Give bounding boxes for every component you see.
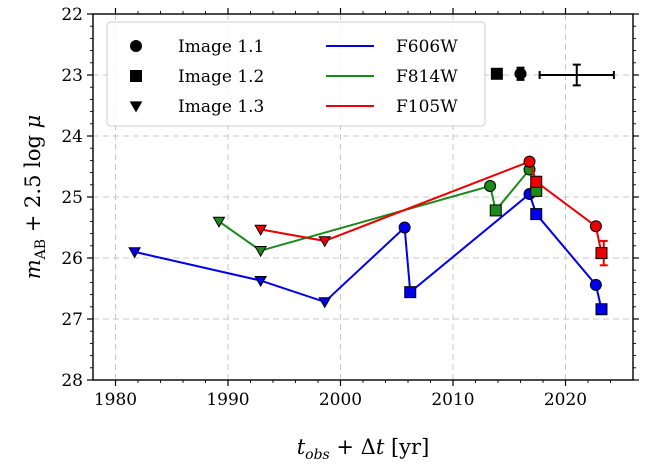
x-tick-label: 2010 <box>431 390 474 410</box>
data-point-F105W <box>254 224 267 236</box>
data-point-F606W <box>128 247 141 259</box>
data-point-F606W <box>530 208 543 221</box>
data-series <box>128 155 608 316</box>
legend-marker-circle <box>130 40 142 52</box>
x-tick-label: 1990 <box>206 390 249 410</box>
data-point-F606W <box>254 275 267 288</box>
y-tick-label: 22 <box>61 5 83 25</box>
y-tick-label: 28 <box>61 371 83 391</box>
data-point-F814W <box>212 216 226 228</box>
data-point-F606W <box>404 286 417 299</box>
legend-marker-square <box>130 70 142 82</box>
x-tick-label: 2000 <box>319 390 362 410</box>
legend: Image 1.1 Image 1.2 Image 1.3 F606W F814W F10… <box>106 21 486 127</box>
legend-label-series: F105W <box>396 97 458 117</box>
data-point-F814W <box>254 246 267 258</box>
y-tick-label: 25 <box>61 188 83 208</box>
legend-label-marker: Image 1.3 <box>178 97 264 117</box>
legend-label-marker: Image 1.1 <box>178 37 264 57</box>
data-point-F606W <box>318 297 332 309</box>
data-point-F606W <box>595 303 608 316</box>
legend-box <box>106 21 486 127</box>
data-point-F606W <box>589 278 602 291</box>
data-point-F814W <box>489 204 502 217</box>
data-point-F606W <box>398 221 411 234</box>
error-bar-marker <box>490 67 503 80</box>
data-point-F105W <box>530 175 543 188</box>
data-point-F105W <box>595 247 608 260</box>
y-tick-label: 23 <box>61 66 83 86</box>
axis-ticks: 1980 1990 2000 2010 2020 22 23 24 25 26 27 28 <box>61 5 639 410</box>
data-point-F105W <box>523 155 536 168</box>
x-tick-label: 1980 <box>94 390 137 410</box>
data-point-F814W <box>484 180 497 193</box>
data-point-F105W <box>589 220 602 233</box>
top-error-bars <box>490 63 615 87</box>
y-tick-label: 26 <box>61 249 83 269</box>
error-bar-marker <box>514 67 527 80</box>
y-tick-label: 24 <box>61 127 83 147</box>
legend-label-marker: Image 1.2 <box>178 67 264 87</box>
legend-label-series: F606W <box>396 37 458 57</box>
data-point-F105W <box>318 236 332 248</box>
x-tick-label: 2020 <box>544 390 587 410</box>
legend-label-series: F814W <box>396 67 458 87</box>
y-tick-label: 27 <box>61 310 83 330</box>
legend-marker-triangle-down <box>129 101 143 113</box>
y-axis-title: mAB + 2.5 log μ <box>21 115 49 279</box>
